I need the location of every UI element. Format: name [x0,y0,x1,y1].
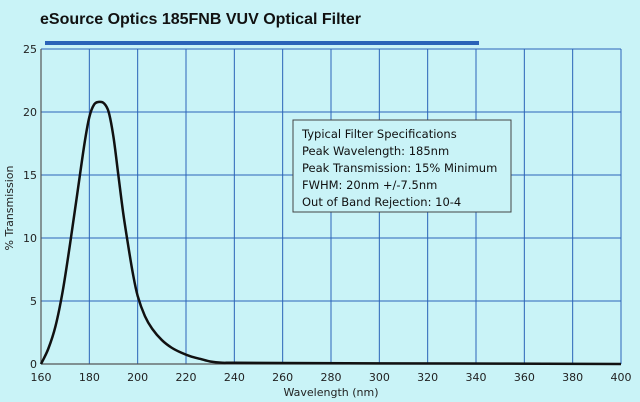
y-tick-labels: 0 5 10 15 20 25 [23,43,37,371]
spec-line: Peak Transmission: 15% Minimum [302,161,497,175]
x-tick-label: 260 [272,371,293,384]
x-tick-label: 300 [369,371,390,384]
spec-line: Out of Band Rejection: 10-4 [302,195,461,209]
transmission-curve [39,100,622,366]
y-tick-label: 10 [23,232,37,245]
spec-line: Typical Filter Specifications [301,127,457,141]
x-axis-label: Wavelength (nm) [283,386,378,399]
spec-line: Peak Wavelength: 185nm [302,144,449,158]
x-tick-label: 200 [127,371,148,384]
x-tick-label: 380 [562,371,583,384]
x-tick-label: 160 [31,371,52,384]
spec-line: FWHM: 20nm +/-7.5nm [302,178,437,192]
y-tick-label: 0 [30,358,37,371]
spec-box: Typical Filter Specifications Peak Wavel… [292,119,512,213]
x-tick-label: 340 [466,371,487,384]
spec-box-border [292,119,512,213]
x-tick-label: 280 [321,371,342,384]
x-tick-label: 180 [79,371,100,384]
x-tick-label: 400 [611,371,632,384]
x-tick-label: 220 [176,371,197,384]
x-tick-labels: 160 180 200 220 240 260 280 300 320 340 360 380 400 [31,371,632,384]
y-tick-label: 5 [30,295,37,308]
x-tick-label: 360 [514,371,535,384]
y-tick-label: 20 [23,106,37,119]
y-axis-label: % Transmission [3,165,16,250]
x-tick-label: 240 [224,371,245,384]
x-tick-label: 320 [417,371,438,384]
chart-title: eSource Optics 185FNB VUV Optical Filter [40,11,361,28]
y-tick-label: 15 [23,169,37,182]
grid [41,48,622,364]
y-tick-label: 25 [23,43,37,56]
